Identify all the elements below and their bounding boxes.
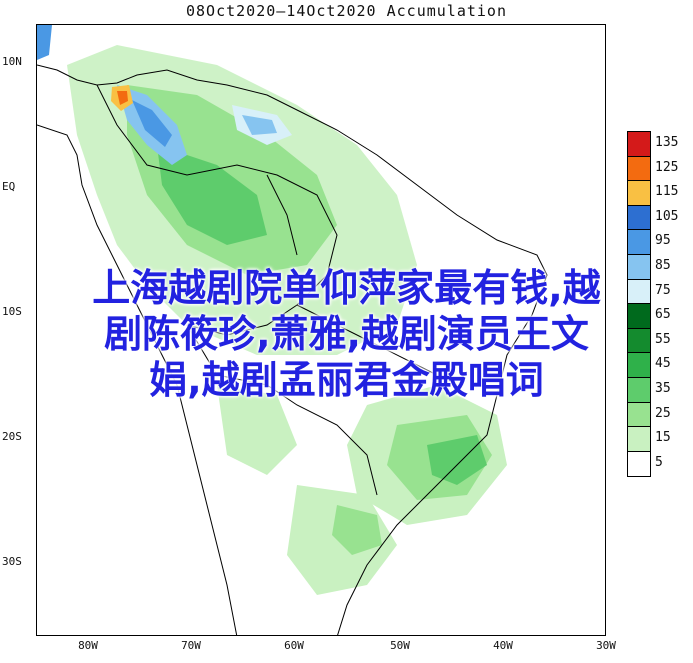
legend-swatch xyxy=(628,304,650,329)
legend-swatch xyxy=(628,328,650,354)
coastlines-borders xyxy=(37,64,548,635)
lon-label-60w: 60W xyxy=(284,639,304,652)
legend-value: 55 xyxy=(655,331,671,347)
precip-green-fills xyxy=(67,45,507,595)
precip-blue-fills xyxy=(37,25,292,165)
lon-label-70w: 70W xyxy=(181,639,201,652)
lon-label-30w: 30W xyxy=(596,639,616,652)
overlay-line-1: 上海越剧院单仰萍家最有钱,越 xyxy=(92,266,601,310)
legend-value: 115 xyxy=(655,184,679,200)
legend-swatch xyxy=(628,377,650,403)
legend-value: 15 xyxy=(655,430,671,446)
legend-swatch xyxy=(628,230,650,255)
legend-swatch xyxy=(628,279,650,305)
lat-label-10n: 10N xyxy=(2,55,22,68)
legend-value: 85 xyxy=(655,258,671,273)
legend-value: 105 xyxy=(655,208,679,224)
lat-label-30s: 30S xyxy=(2,555,22,568)
precip-orange-fills xyxy=(111,85,133,111)
legend-value: 95 xyxy=(655,233,671,249)
legend-swatch xyxy=(628,451,650,477)
legend-value: 25 xyxy=(655,405,671,421)
legend-swatch xyxy=(628,156,650,182)
color-legend xyxy=(627,131,651,478)
lat-label-eq: EQ xyxy=(2,180,16,193)
lon-label-40w: 40W xyxy=(493,639,513,652)
legend-swatch xyxy=(628,402,650,428)
legend-swatch xyxy=(628,181,650,206)
legend-value: 125 xyxy=(655,159,679,175)
legend-swatch xyxy=(628,254,650,280)
legend-swatch xyxy=(628,427,650,452)
precipitation-map xyxy=(36,24,606,636)
overlay-text: 上海越剧院单仰萍家最有钱,越 剧陈筱珍,萧雅,越剧演员王文 娟,越剧孟丽君金殿唱… xyxy=(0,265,693,403)
overlay-line-3: 娟,越剧孟丽君金殿唱词 xyxy=(149,358,544,402)
legend-swatch xyxy=(628,205,650,231)
legend-value: 35 xyxy=(655,381,671,396)
lat-label-20s: 20S xyxy=(2,430,22,443)
legend-value: 135 xyxy=(655,135,679,150)
legend-swatch xyxy=(628,353,650,378)
legend-value: 45 xyxy=(655,356,671,372)
lat-label-10s: 10S xyxy=(2,305,22,318)
lon-label-50w: 50W xyxy=(390,639,410,652)
legend-value: 75 xyxy=(655,282,671,298)
map-canvas xyxy=(37,25,548,635)
overlay-line-2: 剧陈筱珍,萧雅,越剧演员王文 xyxy=(104,312,589,356)
legend-value: 65 xyxy=(655,307,671,323)
legend-swatch xyxy=(628,132,650,157)
map-title: 08Oct2020—14Oct2020 Accumulation xyxy=(186,2,507,20)
legend-value: 5 xyxy=(655,454,663,470)
lon-label-80w: 80W xyxy=(78,639,98,652)
